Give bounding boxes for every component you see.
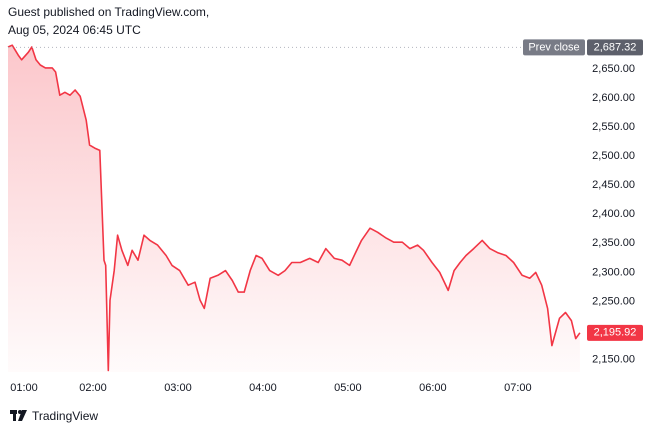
x-tick-label: 07:00 (504, 382, 532, 394)
x-tick-label: 01:00 (10, 382, 38, 394)
brand: TradingView (32, 409, 98, 423)
x-tick-label: 02:00 (79, 382, 107, 394)
x-tick-label: 06:00 (419, 382, 447, 394)
x-tick-label: 04:00 (249, 382, 277, 394)
y-tick-label: 2,350.00 (592, 237, 635, 249)
prev-close-name: Prev close (528, 41, 579, 53)
last-price-label: 2,195.92 (594, 327, 637, 339)
prev-close-label: 2,687.32 (594, 41, 637, 53)
y-tick-label: 2,150.00 (592, 353, 635, 365)
y-tick-label: 2,600.00 (592, 92, 635, 104)
price-line (7, 44, 581, 372)
logo (10, 410, 27, 421)
publisher: Guest published on TradingView.com, (8, 5, 210, 19)
y-tick-label: 2,300.00 (592, 266, 635, 278)
y-tick-label: 2,400.00 (592, 208, 635, 220)
prev-close-tag (523, 39, 585, 56)
x-tick-label: 05:00 (334, 382, 362, 394)
y-tick-label: 2,500.00 (592, 150, 635, 162)
x-tick-label: 03:00 (164, 382, 192, 394)
y-tick-label: 2,550.00 (592, 121, 635, 133)
y-tick-label: 2,650.00 (592, 63, 635, 75)
y-tick-label: 2,250.00 (592, 295, 635, 307)
y-tick-label: 2,450.00 (592, 179, 635, 191)
last-price-box (587, 324, 643, 341)
area-fill (8, 45, 580, 372)
timestamp: Aug 05, 2024 06:45 UTC (8, 23, 141, 37)
prev-close-box (587, 39, 643, 56)
